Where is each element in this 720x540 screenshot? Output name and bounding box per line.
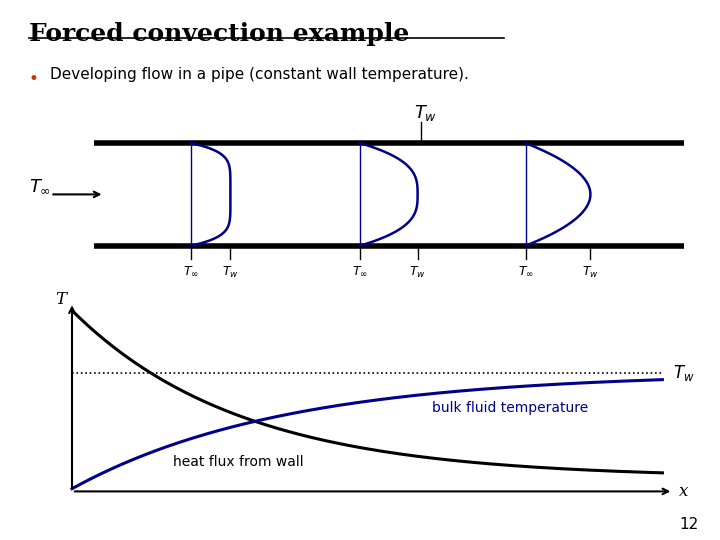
Text: $T_w$: $T_w$: [582, 265, 599, 280]
Text: Developing flow in a pipe (constant wall temperature).: Developing flow in a pipe (constant wall…: [50, 68, 469, 83]
Text: $T_\infty$: $T_\infty$: [29, 177, 51, 195]
Text: bulk fluid temperature: bulk fluid temperature: [432, 401, 588, 415]
Text: heat flux from wall: heat flux from wall: [173, 455, 303, 469]
Text: $T_w$: $T_w$: [673, 362, 695, 383]
Text: $T_w$: $T_w$: [222, 265, 239, 280]
Text: $T_w$: $T_w$: [414, 103, 437, 124]
Text: 12: 12: [679, 517, 698, 532]
Text: •: •: [29, 70, 39, 88]
Text: Forced convection example: Forced convection example: [29, 22, 409, 45]
Text: T: T: [55, 291, 67, 308]
Text: $T_\infty$: $T_\infty$: [518, 265, 534, 278]
Text: $T_\infty$: $T_\infty$: [352, 265, 368, 278]
Text: $T_\infty$: $T_\infty$: [183, 265, 199, 278]
Text: x: x: [679, 483, 689, 500]
Text: $T_w$: $T_w$: [409, 265, 426, 280]
